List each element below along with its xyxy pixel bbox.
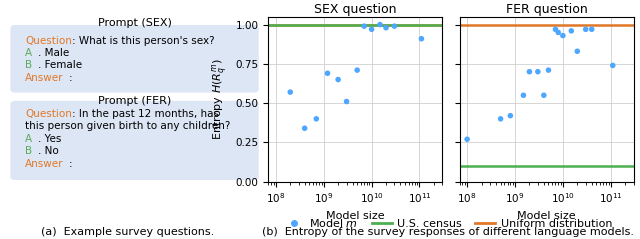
Text: (a)  Example survey questions.: (a) Example survey questions. [42, 227, 214, 237]
Point [587, 27, 597, 31]
Text: . Female: . Female [38, 60, 83, 71]
Point [375, 23, 385, 27]
Text: Prompt (SEX): Prompt (SEX) [97, 18, 172, 28]
Point [342, 100, 352, 103]
Point [367, 27, 377, 31]
Point [381, 26, 391, 30]
Text: :: : [68, 73, 72, 83]
Point [505, 114, 515, 118]
Point [553, 31, 563, 34]
Point [333, 78, 343, 81]
Text: Answer: Answer [25, 158, 63, 168]
Text: Answer: Answer [25, 73, 63, 83]
X-axis label: Model size: Model size [326, 211, 385, 221]
Point [417, 37, 427, 41]
Text: : What is this person's sex?: : What is this person's sex? [72, 36, 215, 46]
Point [566, 29, 577, 33]
Point [539, 93, 549, 97]
Title: SEX question: SEX question [314, 3, 397, 16]
Text: A: A [25, 48, 32, 58]
Point [300, 126, 310, 130]
Point [323, 71, 333, 75]
Text: :: : [68, 158, 72, 168]
Text: . No: . No [38, 146, 59, 156]
Point [359, 24, 369, 28]
Point [572, 49, 582, 53]
Text: this person given birth to any children?: this person given birth to any children? [25, 121, 230, 131]
Point [389, 24, 399, 28]
Point [607, 64, 618, 67]
Point [543, 68, 554, 72]
Point [524, 70, 534, 74]
Point [462, 137, 472, 141]
Text: : In the past 12 months, has: : In the past 12 months, has [72, 109, 220, 119]
Point [352, 68, 362, 72]
Text: A: A [25, 134, 32, 144]
Title: FER question: FER question [506, 3, 588, 16]
Text: B: B [25, 146, 32, 156]
X-axis label: Model size: Model size [517, 211, 576, 221]
Point [285, 90, 296, 94]
Point [580, 27, 591, 31]
Text: (b)  Entropy of the survey responses of different language models.: (b) Entropy of the survey responses of d… [262, 227, 634, 237]
Text: Question: Question [25, 36, 72, 46]
Point [532, 70, 543, 74]
Legend: Model $m$, U.S. census, Uniform distribution: Model $m$, U.S. census, Uniform distribu… [279, 212, 617, 234]
Point [550, 27, 561, 31]
Text: . Yes: . Yes [38, 134, 61, 144]
Text: B: B [25, 60, 32, 71]
Point [495, 117, 506, 121]
Y-axis label: Entropy $H(R_q^m)$: Entropy $H(R_q^m)$ [211, 58, 230, 140]
Point [557, 34, 568, 38]
Text: . Male: . Male [38, 48, 70, 58]
Text: Prompt (FER): Prompt (FER) [98, 96, 171, 106]
Point [518, 93, 529, 97]
Point [311, 117, 321, 121]
FancyBboxPatch shape [10, 101, 259, 180]
Text: Question: Question [25, 109, 72, 119]
FancyBboxPatch shape [10, 25, 259, 92]
